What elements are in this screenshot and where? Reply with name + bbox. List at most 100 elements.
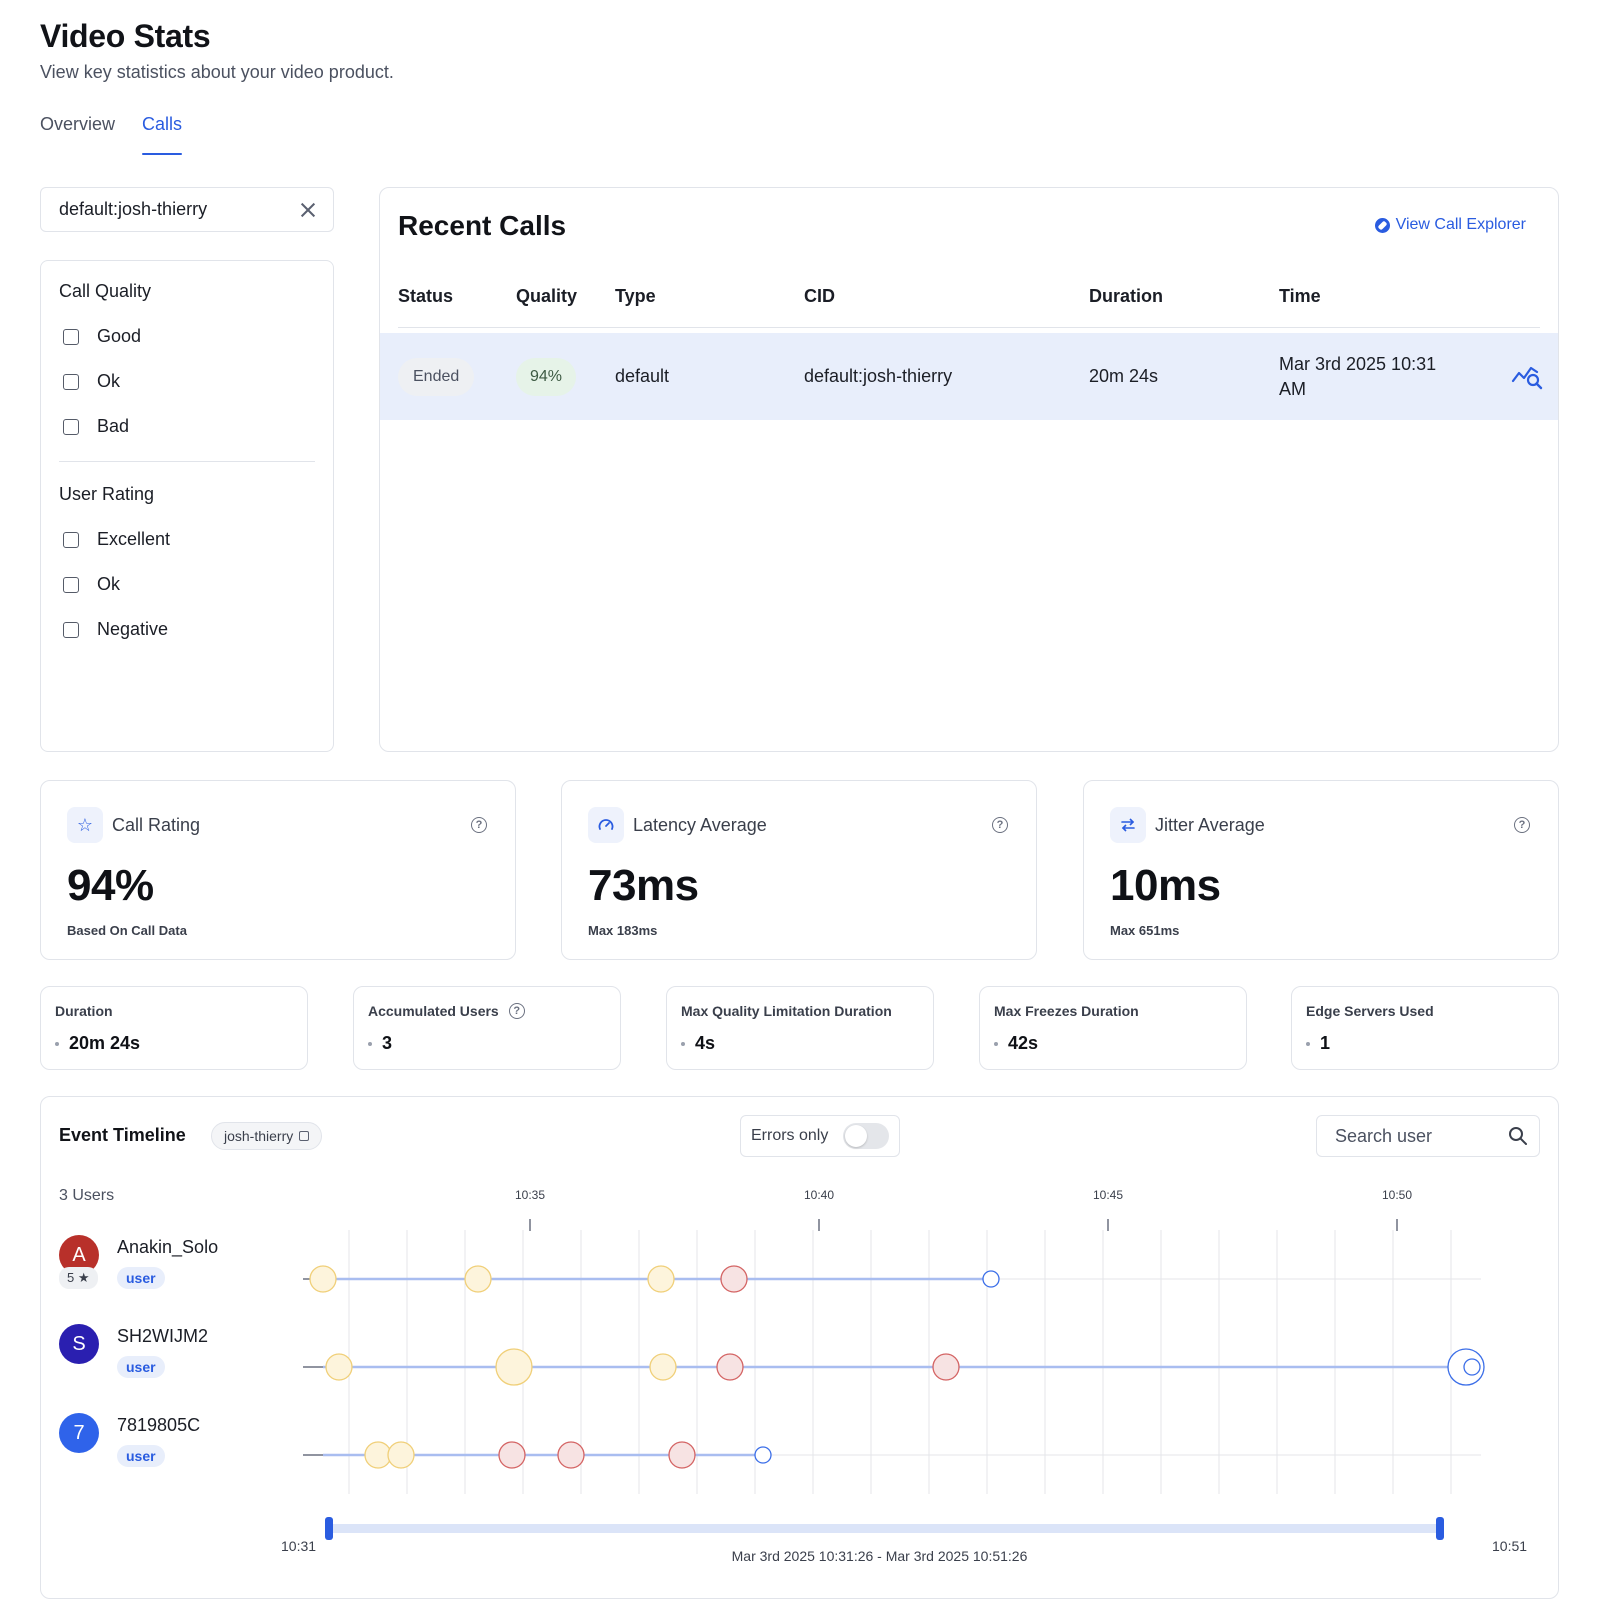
header-divider: [398, 327, 1540, 328]
column-header-type: Type: [615, 286, 656, 306]
checkbox[interactable]: [63, 418, 79, 435]
stat-card-call-rating: ☆ Call Rating ? 94% Based On Call Data: [40, 780, 516, 960]
tab-bar: Overview Calls: [40, 114, 183, 155]
checkbox[interactable]: [63, 373, 79, 390]
mini-stat-label: Max Quality Limitation Duration: [681, 1003, 892, 1019]
warning-event-marker[interactable]: [364, 1441, 392, 1469]
column-header-status: Status: [398, 286, 454, 306]
search-icon[interactable]: [1508, 1126, 1528, 1146]
user-name: SH2WIJM2: [117, 1326, 209, 1346]
toggle-switch[interactable]: [843, 1123, 889, 1149]
warning-event-marker[interactable]: [647, 1265, 675, 1293]
column-header-time: Time: [1279, 286, 1321, 306]
help-icon[interactable]: ?: [992, 817, 1008, 833]
filter-option-label: Good: [97, 326, 142, 346]
filter-rating-excellent[interactable]: Excellent: [59, 517, 315, 562]
filter-quality-bad[interactable]: Bad: [59, 404, 315, 449]
timeline-chart: 10:35 10:40 10:45 10:50: [303, 1188, 1485, 1540]
call-id-chip-label: josh-thierry: [224, 1128, 294, 1144]
stat-subtext: Based On Call Data: [67, 923, 187, 938]
mini-stat-label: Edge Servers Used: [1306, 1003, 1434, 1019]
tick-label: 10:40: [804, 1188, 834, 1202]
filter-rating-negative[interactable]: Negative: [59, 607, 315, 652]
mini-stat-value: 4s: [681, 1033, 715, 1054]
checkbox[interactable]: [63, 531, 79, 548]
session-end-marker[interactable]: [982, 1270, 1000, 1288]
user-rating-title: User Rating: [59, 484, 155, 504]
duration-cell: 20m 24s: [1089, 366, 1159, 386]
range-start-handle[interactable]: [325, 1517, 333, 1540]
inspect-chart-icon[interactable]: [1510, 359, 1544, 393]
mini-stat-label-text: Max Quality Limitation Duration: [681, 1003, 892, 1019]
session-end-marker[interactable]: [754, 1446, 772, 1464]
role-badge: user: [117, 1356, 165, 1378]
page-title: Video Stats: [40, 18, 211, 54]
filter-panel: Call Quality Good Ok Bad User Rating Exc…: [40, 260, 334, 752]
help-icon[interactable]: ?: [1514, 817, 1530, 833]
error-event-marker[interactable]: [720, 1265, 748, 1293]
mini-stat-value: 42s: [994, 1033, 1038, 1054]
warning-event-marker[interactable]: [309, 1265, 337, 1293]
checkbox[interactable]: [63, 621, 79, 638]
tab-overview[interactable]: Overview: [40, 114, 116, 134]
tab-calls[interactable]: Calls: [142, 114, 183, 155]
column-header-quality: Quality: [516, 286, 578, 306]
range-end-handle[interactable]: [1436, 1517, 1444, 1540]
search-user-input[interactable]: [1316, 1115, 1540, 1157]
warning-event-marker[interactable]: [464, 1265, 492, 1293]
filter-quality-good[interactable]: Good: [59, 314, 315, 359]
users-count: 3 Users: [59, 1187, 115, 1204]
filter-option-label: Excellent: [97, 529, 171, 549]
warning-event-marker[interactable]: [325, 1353, 353, 1381]
warning-event-marker[interactable]: [495, 1348, 533, 1386]
role-badge: user: [117, 1445, 165, 1467]
event-timeline-panel: 10:35 10:40 10:45 10:50 Event Timeline josh…: [40, 1096, 1559, 1599]
divider: [59, 461, 315, 462]
mini-stat-value: 20m 24s: [55, 1033, 140, 1054]
mini-stat-edge-servers: Edge Servers Used 1: [1291, 986, 1559, 1070]
errors-only-toggle[interactable]: Errors only: [740, 1115, 900, 1157]
error-event-marker[interactable]: [716, 1353, 744, 1381]
copy-icon: [299, 1131, 310, 1141]
avatar: S: [59, 1324, 99, 1364]
stat-card-latency: Latency Average ? 73ms Max 183ms: [561, 780, 1037, 960]
mini-stat-duration: Duration 20m 24s: [40, 986, 308, 1070]
error-event-marker[interactable]: [557, 1441, 585, 1469]
user-name: 7819805C: [117, 1415, 201, 1435]
stat-label: Call Rating: [112, 815, 201, 835]
time-line-1: Mar 3rd 2025 10:31: [1279, 353, 1437, 374]
stat-card-jitter: Jitter Average ? 10ms Max 651ms: [1083, 780, 1559, 960]
call-search-filter[interactable]: default:josh-thierry: [40, 187, 334, 232]
warning-event-marker[interactable]: [649, 1353, 677, 1381]
filter-option-label: Ok: [97, 574, 121, 594]
warning-event-marker[interactable]: [387, 1441, 415, 1469]
error-event-marker[interactable]: [932, 1353, 960, 1381]
mini-stat-value: 3: [368, 1033, 392, 1054]
help-icon[interactable]: ?: [471, 817, 487, 833]
error-event-marker[interactable]: [498, 1441, 526, 1469]
avatar: 7: [59, 1413, 99, 1453]
filter-quality-ok[interactable]: Ok: [59, 359, 315, 404]
mini-stat-label: Max Freezes Duration: [994, 1003, 1139, 1019]
help-icon[interactable]: ?: [508, 1003, 525, 1019]
filter-rating-ok[interactable]: Ok: [59, 562, 315, 607]
recent-calls-title: Recent Calls: [398, 210, 567, 241]
mini-stat-label: Accumulated Users?: [368, 1003, 525, 1019]
tick-label: 10:35: [515, 1188, 545, 1202]
session-end-inner-marker: [1463, 1358, 1481, 1376]
view-call-explorer-link[interactable]: View Call Explorer: [1374, 216, 1526, 234]
status-cell: Ended: [398, 333, 475, 420]
call-id-chip[interactable]: josh-thierry: [211, 1122, 323, 1150]
clear-icon[interactable]: [299, 201, 317, 219]
rating-badge: 5 ★: [59, 1267, 98, 1289]
time-cell: Mar 3rd 2025 10:31 AM: [1279, 333, 1436, 420]
filter-option-label: Bad: [97, 416, 130, 436]
error-event-marker[interactable]: [668, 1441, 696, 1469]
column-header-cid: CID: [804, 286, 835, 306]
mini-stat-max-freezes: Max Freezes Duration 42s: [979, 986, 1247, 1070]
page-subtitle: View key statistics about your video pro…: [40, 62, 394, 82]
checkbox[interactable]: [63, 576, 79, 593]
range-end-label: 10:51: [1492, 1538, 1528, 1554]
table-row[interactable]: Ended 94% default default:josh-thierry 2…: [380, 333, 1558, 420]
checkbox[interactable]: [63, 328, 79, 345]
